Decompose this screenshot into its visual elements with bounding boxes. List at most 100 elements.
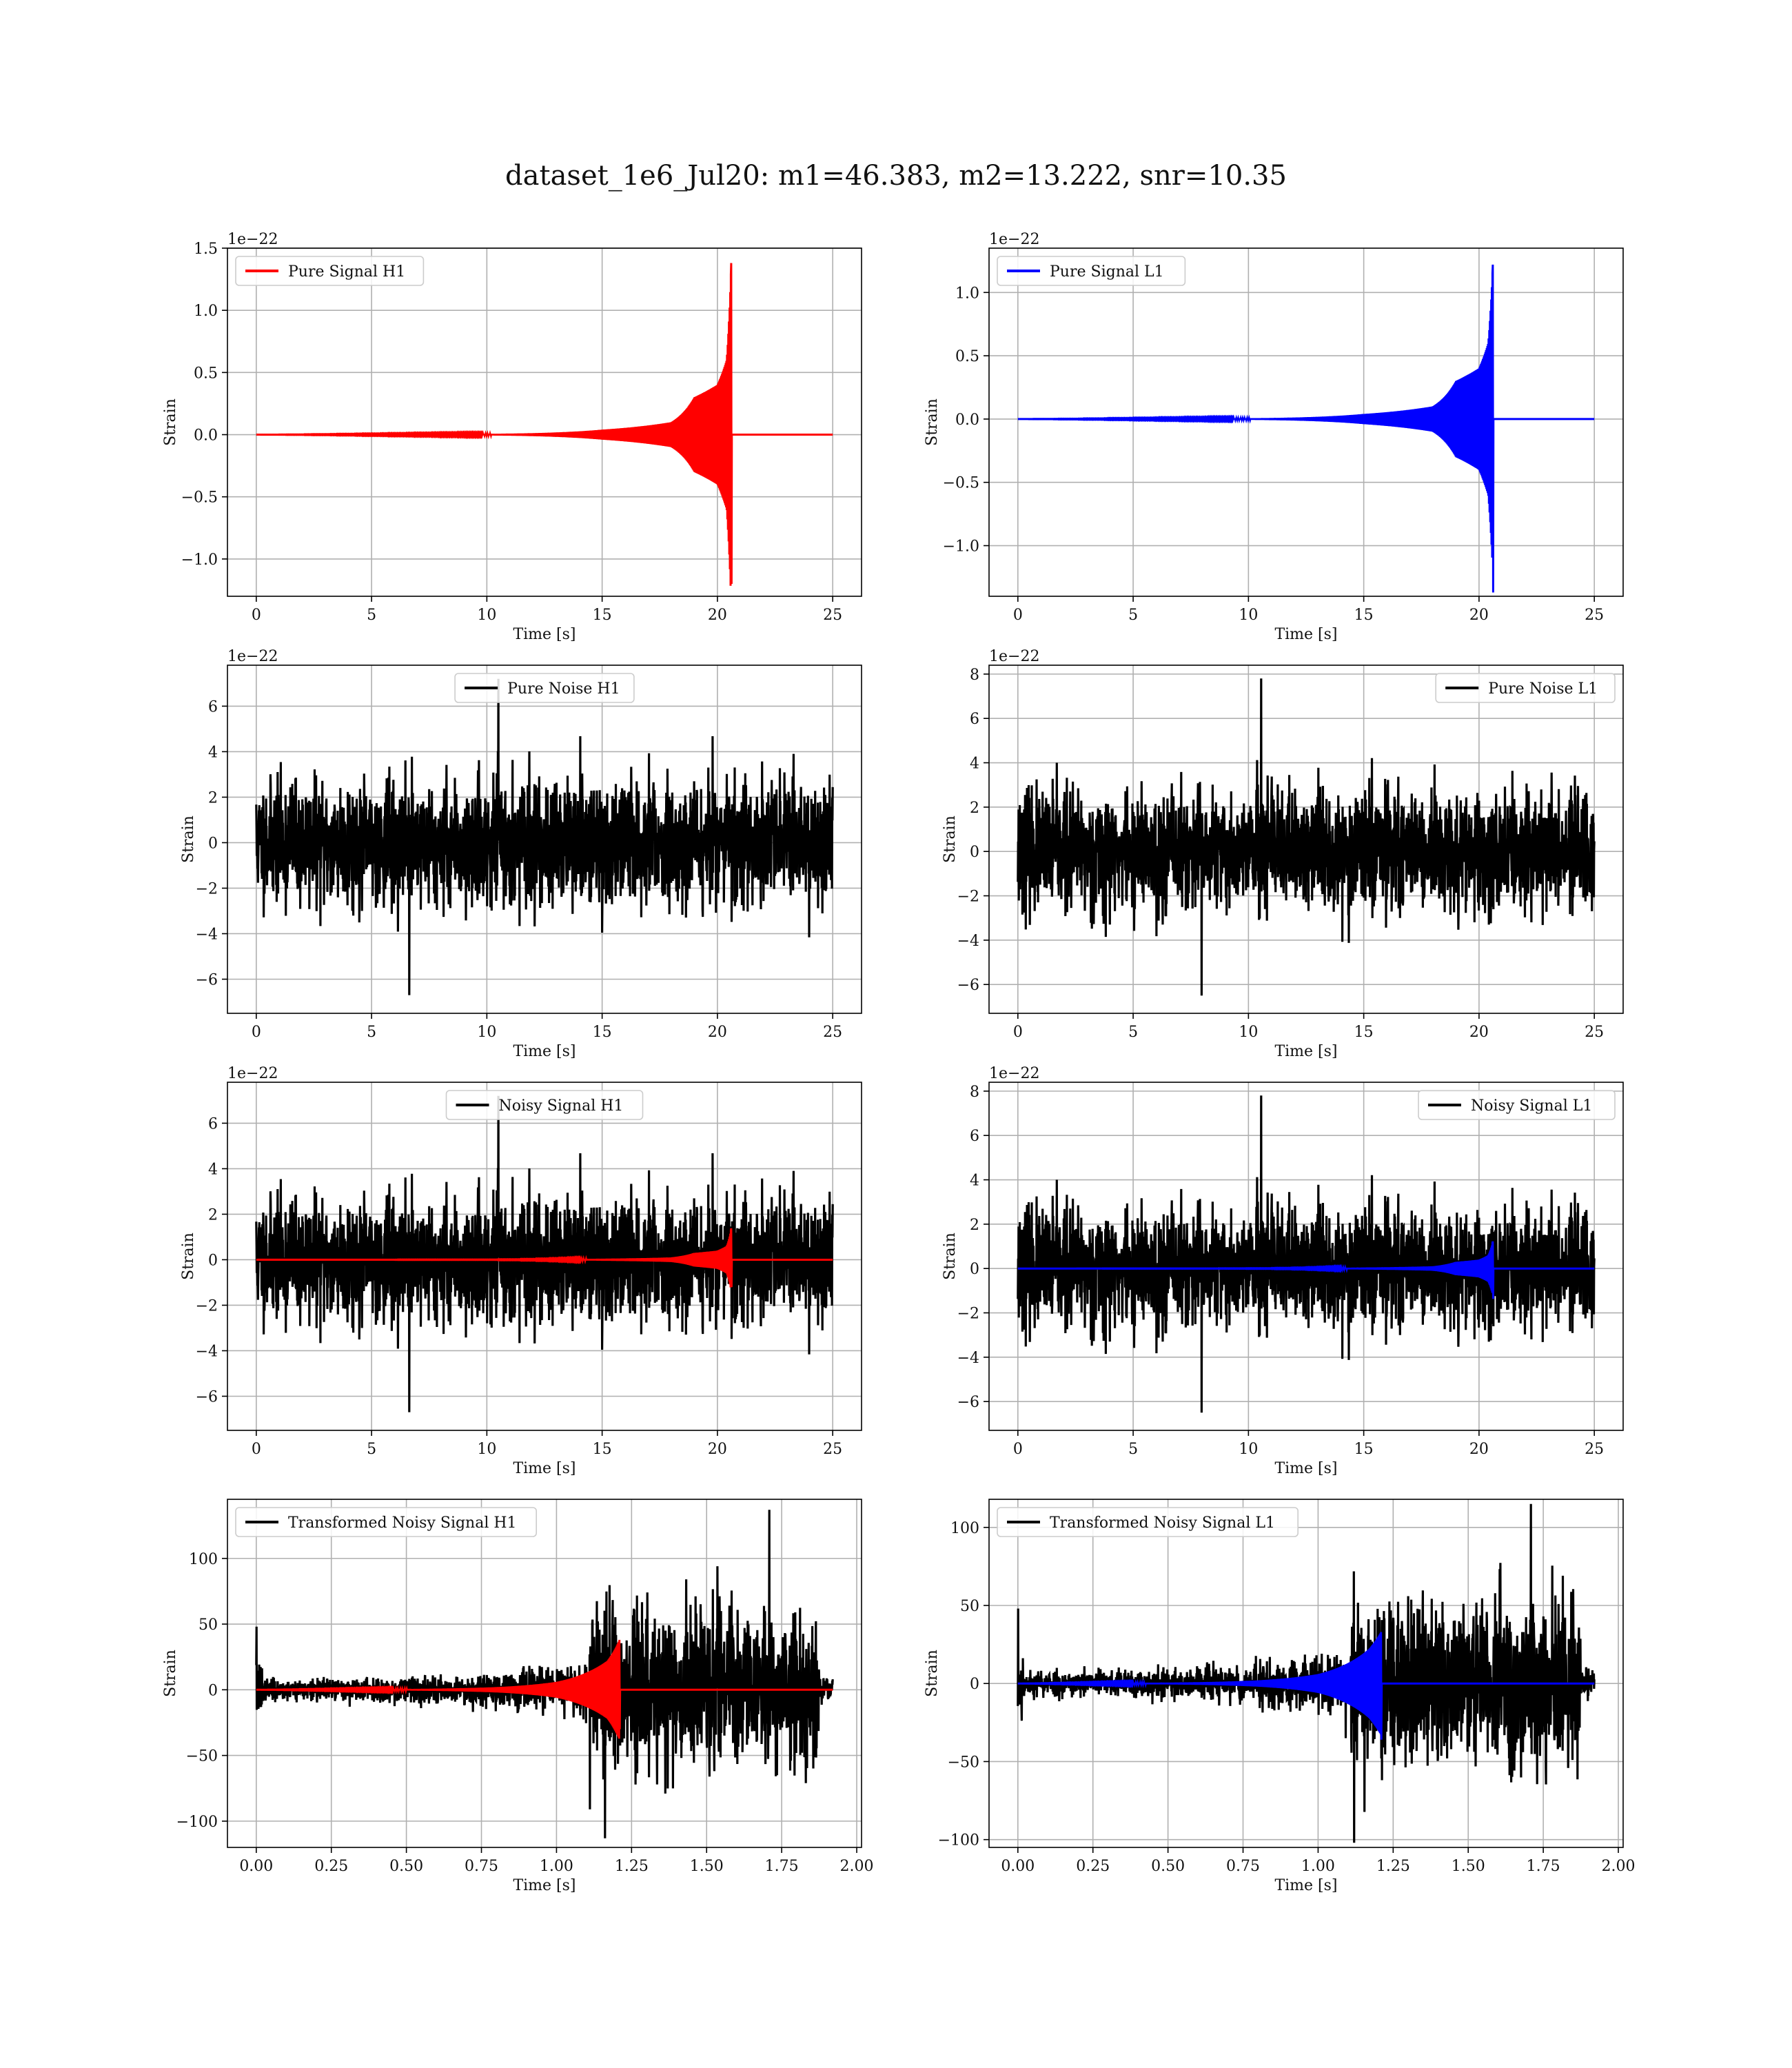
chart-panel-transformed-noisy-signal-h1: 0.00 0.25 0.50 0.75 1.00 1.25 1.50 1.75 2.00 −100… — [162, 1499, 874, 1894]
y-tick-label-3: 0 — [970, 844, 979, 861]
x-tick-label-5: 25 — [1585, 1024, 1604, 1041]
y-axis-label: Strain — [924, 398, 941, 446]
chart-panel-noisy-signal-h1: 0 5 10 15 20 25 −6 −4 −2 0 2 4 6 Time [s] Strain 1e−22 N… — [180, 1065, 862, 1477]
series-line-0 — [255, 1095, 834, 1412]
x-tick-label-4: 1.00 — [1301, 1858, 1335, 1875]
x-tick-label-5: 1.25 — [615, 1858, 649, 1875]
chart-panel-pure-noise-l1: 0 5 10 15 20 25 −6 −4 −2 0 2 4 6 8 Time [s] Strain 1e−22… — [941, 648, 1624, 1060]
x-tick-label-0: 0.00 — [1001, 1858, 1035, 1875]
x-tick-label-1: 5 — [367, 1441, 376, 1458]
y-offset-text: 1e−22 — [989, 648, 1039, 665]
x-tick-label-0: 0.00 — [239, 1858, 273, 1875]
x-axis-label: Time [s] — [513, 1877, 576, 1894]
y-axis-label: Strain — [941, 815, 959, 863]
y-tick-label-2: −2 — [196, 1297, 218, 1315]
y-offset-text: 1e−22 — [227, 231, 278, 248]
y-offset-text: 1e−22 — [227, 1065, 278, 1082]
x-tick-label-1: 0.25 — [314, 1858, 348, 1875]
y-tick-label-2: 0.0 — [955, 412, 979, 429]
y-tick-label-6: 6 — [970, 711, 979, 728]
x-axis-label: Time [s] — [513, 1460, 576, 1477]
y-tick-label-2: −2 — [957, 889, 979, 906]
x-tick-label-8: 2.00 — [840, 1858, 874, 1875]
y-tick-label-6: 6 — [970, 1128, 979, 1145]
legend: Noisy Signal H1 — [445, 1090, 644, 1120]
legend: Transformed Noisy Signal L1 — [997, 1507, 1299, 1537]
chart-panel-pure-signal-l1: 0 5 10 15 20 25 −1.0 −0.5 0.0 0.5 1.0 Time [s] Strai… — [924, 231, 1624, 643]
chart-panel-noisy-signal-l1: 0 5 10 15 20 25 −6 −4 −2 0 2 4 6 8 Time [s] Strain 1e−22… — [941, 1065, 1624, 1477]
legend: Pure Noise H1 — [454, 673, 635, 703]
series-line-0 — [256, 263, 833, 586]
y-axis-label: Strain — [162, 398, 179, 446]
legend: Pure Signal L1 — [997, 256, 1186, 286]
x-tick-label-1: 5 — [1128, 607, 1138, 624]
x-tick-label-2: 10 — [1239, 607, 1258, 624]
legend-box — [997, 1507, 1299, 1537]
y-offset-text: 1e−22 — [989, 231, 1039, 248]
y-tick-label-4: 1.0 — [955, 285, 979, 302]
x-tick-label-2: 10 — [477, 1441, 496, 1458]
x-tick-label-8: 2.00 — [1602, 1858, 1636, 1875]
series-line-0 — [1017, 678, 1596, 996]
y-tick-label-0: −6 — [196, 971, 218, 989]
legend-box — [454, 673, 635, 703]
x-tick-label-5: 25 — [823, 1441, 842, 1458]
y-tick-label-0: −6 — [957, 1394, 979, 1411]
x-tick-label-4: 20 — [1469, 1441, 1489, 1458]
x-tick-label-6: 1.50 — [690, 1858, 724, 1875]
y-tick-label-3: 0 — [208, 835, 218, 852]
plot-frame — [227, 665, 862, 1014]
legend: Pure Noise L1 — [1435, 673, 1616, 703]
x-tick-label-0: 0 — [252, 1441, 261, 1458]
x-tick-label-4: 20 — [708, 607, 727, 624]
y-tick-label-3: 0 — [208, 1252, 218, 1269]
y-tick-label-2: 0.0 — [194, 427, 218, 445]
y-tick-label-0: −6 — [196, 1388, 218, 1406]
x-tick-label-2: 10 — [1239, 1441, 1258, 1458]
y-tick-label-0: −6 — [957, 977, 979, 994]
x-tick-label-1: 5 — [367, 1024, 376, 1041]
x-tick-label-0: 0 — [1013, 607, 1023, 624]
y-tick-label-1: −0.5 — [943, 475, 979, 492]
legend-box — [1418, 1090, 1616, 1120]
series-line-0 — [255, 1510, 834, 1838]
plot-frame — [227, 1082, 862, 1431]
y-tick-label-1: −4 — [196, 926, 218, 943]
x-tick-label-0: 0 — [1013, 1024, 1023, 1041]
series-line-0 — [1017, 264, 1595, 593]
legend-box — [235, 1507, 538, 1537]
y-tick-label-0: −100 — [176, 1814, 218, 1831]
plot-frame — [988, 1082, 1624, 1431]
y-tick-label-1: −50 — [948, 1754, 979, 1771]
x-tick-label-1: 0.25 — [1076, 1858, 1110, 1875]
x-tick-label-5: 1.25 — [1376, 1858, 1410, 1875]
y-tick-label-5: 4 — [208, 1161, 218, 1178]
x-tick-label-1: 5 — [1128, 1441, 1138, 1458]
y-tick-label-2: −2 — [957, 1306, 979, 1323]
y-tick-label-1: −4 — [196, 1343, 218, 1360]
x-tick-label-2: 10 — [1239, 1024, 1258, 1041]
y-axis-label: Strain — [180, 815, 197, 863]
chart-panel-pure-noise-h1: 0 5 10 15 20 25 −6 −4 −2 0 2 4 6 Time [s] Strain 1e−22 P… — [180, 648, 862, 1060]
x-tick-label-3: 15 — [593, 1024, 612, 1041]
y-tick-label-5: 4 — [970, 756, 979, 773]
x-tick-label-6: 1.50 — [1452, 1858, 1485, 1875]
series-line-0 — [255, 678, 834, 995]
y-axis-label: Strain — [180, 1233, 197, 1280]
legend-box — [997, 256, 1186, 286]
legend-label: Pure Noise H1 — [507, 680, 620, 698]
y-axis-label: Strain — [941, 1233, 959, 1280]
figure-title: dataset_1e6_Jul20: m1=46.383, m2=13.222,… — [505, 160, 1287, 192]
x-tick-label-0: 0 — [252, 1024, 261, 1041]
x-tick-label-4: 20 — [708, 1024, 727, 1041]
y-tick-label-1: −0.5 — [181, 489, 218, 507]
plot-frame — [227, 247, 862, 597]
x-tick-label-0: 0 — [252, 607, 261, 624]
y-tick-label-4: 2 — [970, 1217, 979, 1234]
y-tick-label-0: −1.0 — [943, 538, 979, 556]
plot-frame — [988, 665, 1624, 1014]
legend-box — [1435, 673, 1616, 703]
legend-box — [445, 1090, 644, 1120]
y-tick-label-1: −50 — [186, 1748, 218, 1765]
